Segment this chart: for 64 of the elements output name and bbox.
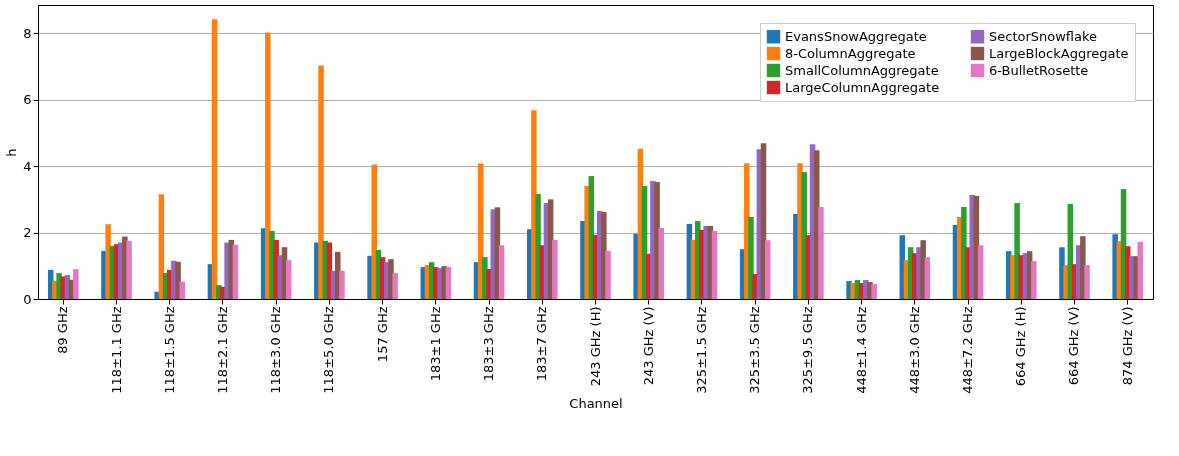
x-tick-label: 89 GHz — [55, 306, 71, 354]
x-tick-label: 243 GHz (H) — [587, 306, 603, 387]
bar — [318, 65, 324, 299]
bar — [658, 227, 665, 299]
x-tick-label: 243 GHz (V) — [640, 306, 656, 386]
y-tick-label: 2 — [23, 225, 32, 241]
legend-label: LargeBlockAggregate — [989, 45, 1129, 61]
bar — [392, 273, 398, 299]
bar — [285, 260, 292, 299]
x-tick-label: 183±1 GHz — [427, 306, 443, 382]
bar — [552, 239, 558, 299]
x-tick-label: 118±5.0 GHz — [321, 306, 337, 394]
x-tick-label: 325±9.5 GHz — [800, 306, 816, 394]
bar — [126, 240, 132, 299]
bar — [445, 267, 452, 299]
bar — [801, 172, 807, 299]
x-tick-label: 183±7 GHz — [534, 306, 550, 382]
bar — [924, 257, 931, 299]
bar — [265, 32, 271, 299]
legend-label: 6-BulletRosette — [989, 62, 1089, 78]
bar — [977, 245, 984, 299]
legend-label: SectorSnowflake — [989, 28, 1098, 44]
bar — [339, 270, 345, 299]
y-tick-label: 4 — [23, 158, 32, 174]
x-tick-label: 157 GHz — [374, 306, 390, 363]
x-tick-label: 664 GHz (V) — [1066, 306, 1082, 386]
bar — [1031, 261, 1037, 299]
x-tick-label: 448±7.2 GHz — [960, 306, 976, 394]
x-tick-label: 118±1.5 GHz — [161, 306, 177, 394]
bar — [73, 269, 79, 299]
y-tick-label: 0 — [23, 291, 32, 307]
bar — [175, 261, 181, 299]
y-tick-label: 8 — [23, 25, 32, 41]
legend-label: SmallColumnAggregate — [785, 62, 939, 78]
bar — [711, 230, 718, 299]
x-tick-label: 325±3.5 GHz — [747, 306, 763, 394]
bar — [654, 182, 660, 299]
bar — [764, 240, 771, 299]
x-tick-label: 874 GHz (V) — [1119, 306, 1135, 386]
x-tick-label: 118±2.1 GHz — [214, 306, 230, 394]
bar — [371, 164, 377, 299]
x-tick-label: 325±1.5 GHz — [693, 306, 709, 394]
bar — [818, 206, 824, 299]
bar — [1014, 202, 1020, 299]
x-tick-label: 664 GHz (H) — [1013, 306, 1029, 387]
x-axis-title: Channel — [569, 395, 623, 411]
bar — [1084, 265, 1090, 299]
y-tick-label: 6 — [23, 92, 32, 108]
legend-label: EvansSnowAggregate — [785, 28, 927, 44]
legend-label: LargeColumnAggregate — [785, 79, 940, 95]
x-tick-label: 448±3.0 GHz — [906, 306, 922, 394]
bar — [232, 244, 239, 299]
bar — [535, 194, 541, 299]
legend-label: 8-ColumnAggregate — [785, 45, 916, 61]
x-tick-label: 183±3 GHz — [481, 306, 497, 382]
x-tick-label: 118±3.0 GHz — [268, 306, 284, 394]
bar — [1137, 241, 1144, 299]
bar — [871, 284, 877, 299]
bar — [605, 250, 611, 299]
x-tick-label: 118±1.1 GHz — [108, 306, 124, 394]
y-axis-title: h — [4, 148, 20, 157]
bar — [498, 245, 505, 299]
bar — [211, 19, 218, 299]
x-tick-label: 448±1.4 GHz — [853, 306, 869, 394]
